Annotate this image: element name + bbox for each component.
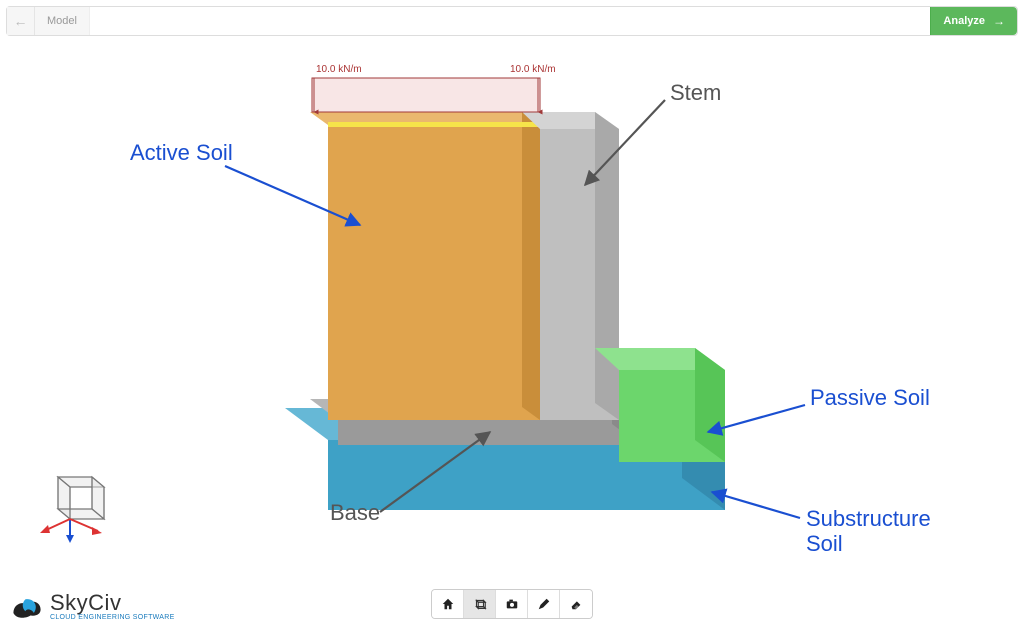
- label-sub-soil: Substructure Soil: [806, 506, 931, 557]
- load-left-label: 10.0 kN/m: [316, 64, 362, 75]
- arrow-right-icon: →: [993, 14, 1005, 28]
- breadcrumb[interactable]: Model: [35, 7, 90, 35]
- topbar-spacer: [90, 7, 930, 35]
- back-icon: ←: [14, 13, 28, 29]
- sub-soil-arrow: [712, 492, 800, 518]
- home-icon: [441, 597, 455, 611]
- label-stem: Stem: [670, 80, 721, 106]
- logo: SkyCiv CLOUD ENGINEERING SOFTWARE: [10, 592, 175, 621]
- active-soil-yellow-strip: [328, 122, 540, 127]
- orientation-widget[interactable]: [30, 469, 120, 549]
- analyze-button[interactable]: Analyze →: [930, 7, 1017, 35]
- analyze-label: Analyze: [943, 15, 985, 27]
- label-passive-soil: Passive Soil: [810, 385, 930, 411]
- label-base: Base: [330, 500, 380, 526]
- view-toolbar: [431, 589, 593, 619]
- camera-button[interactable]: [496, 590, 528, 618]
- breadcrumb-label: Model: [47, 15, 77, 27]
- cube-button[interactable]: [464, 590, 496, 618]
- stem-right: [595, 112, 619, 420]
- active-soil-right: [522, 112, 540, 420]
- load-box: [312, 78, 540, 112]
- pencil-button[interactable]: [528, 590, 560, 618]
- topbar: ← Model Analyze →: [6, 6, 1018, 36]
- logo-text: SkyCiv: [50, 592, 175, 614]
- eraser-icon: [569, 597, 583, 611]
- home-button[interactable]: [432, 590, 464, 618]
- cube-icon: [473, 597, 487, 611]
- back-button[interactable]: ←: [7, 7, 35, 35]
- camera-icon: [505, 597, 519, 611]
- logo-subtext: CLOUD ENGINEERING SOFTWARE: [50, 614, 175, 621]
- active-soil-front: [328, 125, 540, 420]
- load-right-label: 10.0 kN/m: [510, 64, 556, 75]
- eraser-button[interactable]: [560, 590, 592, 618]
- logo-icon: [10, 594, 44, 620]
- pencil-icon: [537, 597, 551, 611]
- viewport: Active Soil Stem Base Passive Soil Subst…: [0, 0, 1024, 629]
- label-active-soil: Active Soil: [130, 140, 233, 166]
